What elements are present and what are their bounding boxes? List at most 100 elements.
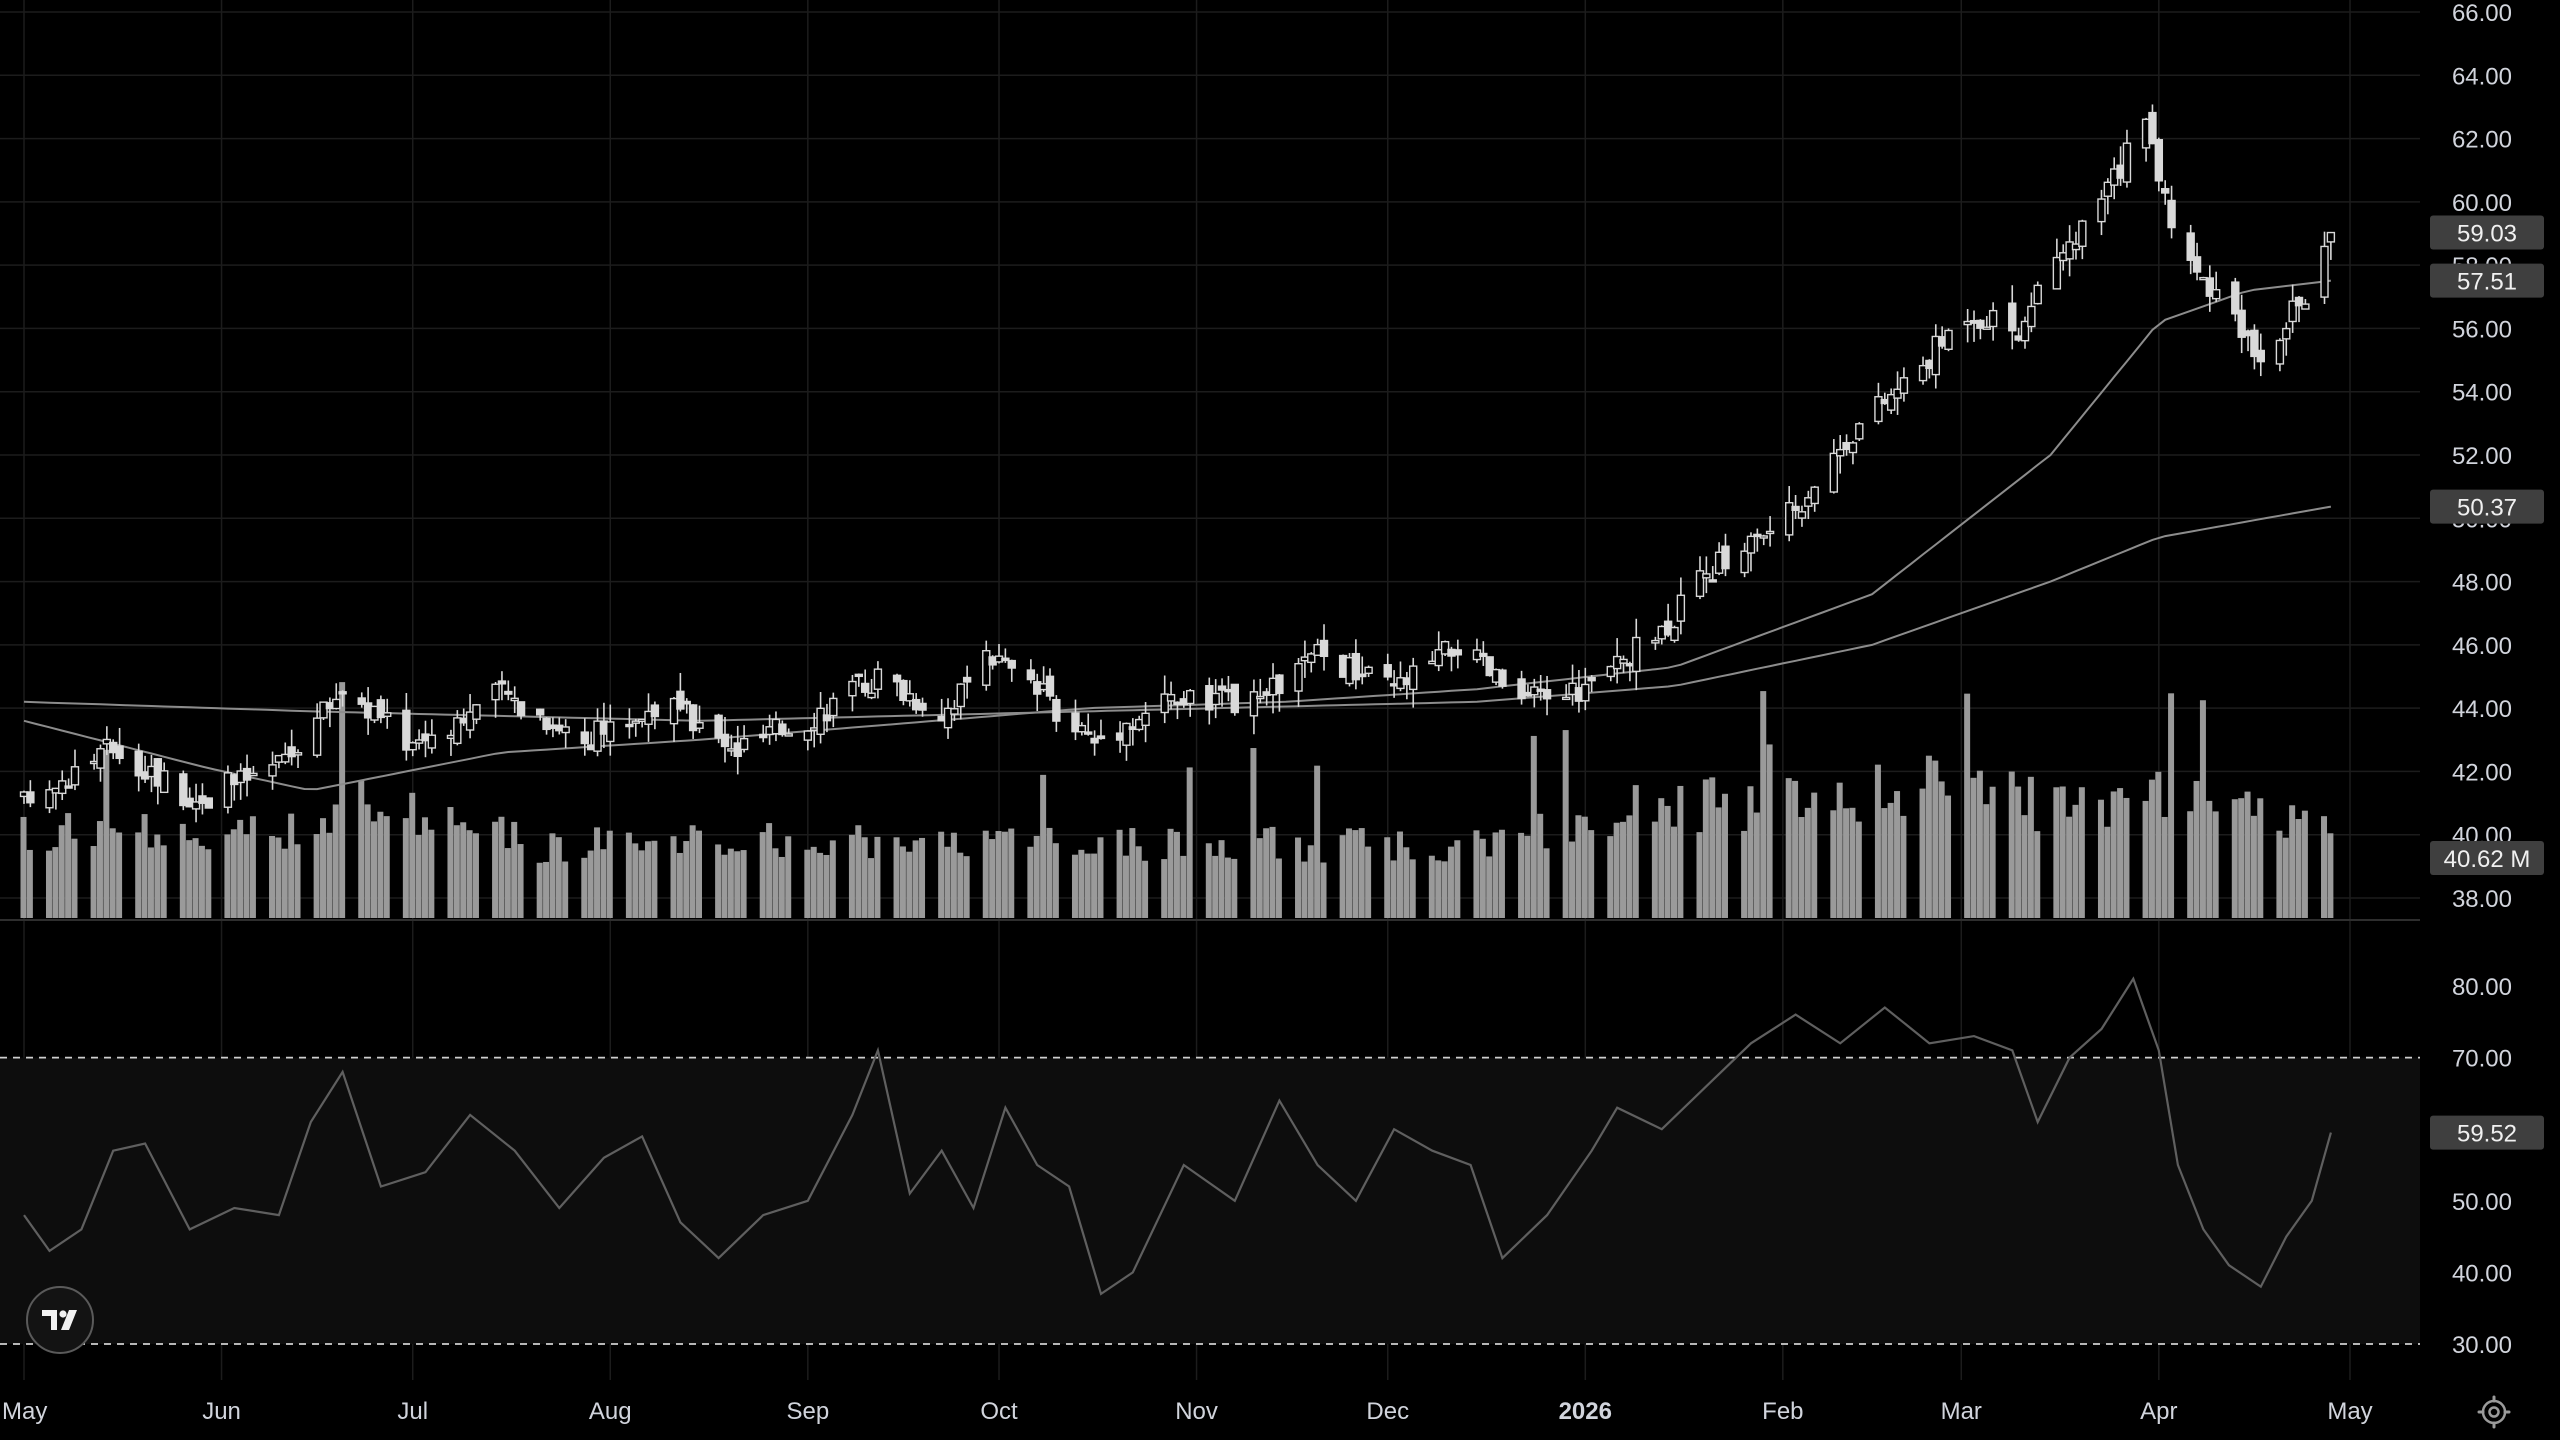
candle-body [134, 750, 143, 777]
rsi-tick-label: 70.00 [2452, 1046, 2512, 1073]
month-tick-label: Feb [1762, 1398, 1803, 1425]
volume-badge: 40.62 M [2430, 841, 2544, 875]
candle-body [1759, 535, 1768, 539]
candle-body [516, 701, 526, 717]
candle-body [376, 699, 386, 719]
candle-body [943, 707, 953, 729]
ma200-line [23, 505, 2332, 722]
volume-bar [1142, 860, 1149, 918]
volume-bar [982, 830, 989, 918]
volume-bar [2187, 811, 2194, 918]
candle-body [2192, 256, 2202, 273]
settings-button[interactable] [2474, 1392, 2514, 1432]
candle-body [1256, 695, 1265, 700]
candle-body [905, 693, 914, 702]
candle-body [497, 680, 507, 685]
candle-body [102, 738, 112, 745]
candle-body [1383, 664, 1392, 678]
volume-bar [606, 830, 613, 918]
candle-body [1632, 636, 1641, 673]
volume-bar [1747, 786, 1754, 918]
candle-body [510, 697, 519, 702]
volume-bar [989, 839, 996, 918]
volume-bar [1116, 829, 1123, 918]
volume-bar [695, 830, 702, 918]
volume-bar [581, 857, 588, 918]
candle-body [1670, 626, 1679, 642]
volume-bar [1352, 830, 1359, 918]
volume-bar [492, 821, 499, 918]
volume-bar [1632, 785, 1639, 918]
volume-bar [288, 813, 295, 918]
ma200-badge-text: 50.37 [2457, 495, 2517, 522]
volume-bar [950, 832, 957, 918]
candle-body [1874, 396, 1883, 423]
volume-bar [810, 846, 817, 918]
candle-body [312, 717, 322, 756]
volume-bar [919, 837, 926, 918]
candle-body [695, 721, 704, 729]
candle-body [1848, 442, 1858, 454]
volume-bar [198, 845, 205, 918]
candle-body [1797, 511, 1807, 519]
candle-body [1211, 692, 1220, 706]
candle-body [2320, 245, 2329, 298]
volume-bar [504, 848, 511, 918]
volume-bar [1671, 826, 1678, 918]
price-candles [19, 104, 2336, 823]
volume-bar [447, 807, 454, 918]
candle-body [1077, 724, 1087, 733]
volume-bar [1537, 813, 1544, 918]
candle-body [1319, 639, 1329, 658]
rsi-indicator [23, 976, 2332, 1296]
candle-body [2103, 181, 2113, 197]
volume-bar [2295, 818, 2302, 918]
price-tick-label: 62.00 [2452, 127, 2512, 154]
volume-bar [58, 825, 65, 918]
volume-bar [402, 818, 409, 918]
volume-bar [683, 841, 690, 918]
month-tick-label: Jun [202, 1398, 241, 1425]
volume-bar [205, 849, 212, 918]
candle-body [784, 733, 793, 737]
price-tick-label: 52.00 [2452, 443, 2512, 470]
candle-body [848, 680, 857, 697]
volume-bar [45, 850, 52, 918]
volume-bar [1001, 831, 1008, 918]
tradingview-logo-glyph [42, 1310, 77, 1330]
volume-bar [1390, 860, 1397, 918]
candle-body [2237, 309, 2246, 338]
volume-bar [727, 848, 734, 918]
tradingview-logo-icon[interactable] [26, 1286, 94, 1354]
volume-bar [1753, 812, 1760, 918]
volume-bar [1167, 828, 1174, 918]
rsi-badge-text: 59.52 [2457, 1121, 2517, 1148]
volume-bar [861, 837, 868, 918]
candle-body [287, 746, 296, 758]
volume-bar [1122, 855, 1129, 918]
volume-bar [1479, 838, 1486, 918]
volume-bar [772, 848, 779, 918]
volume-bar [96, 821, 103, 918]
candle-body [1931, 335, 1940, 376]
candle-body [64, 785, 73, 789]
volume-bar [829, 840, 836, 918]
volume-bar [1384, 837, 1391, 918]
price-tick-label: 66.00 [2452, 0, 2512, 27]
volume-bar [536, 862, 543, 918]
volume-bar [2199, 700, 2206, 918]
rsi-tick-label: 80.00 [2452, 974, 2512, 1001]
ma200-badge-bg [2430, 489, 2544, 524]
volume-bar [320, 818, 327, 918]
candle-body [1440, 640, 1450, 655]
volume-bar [2193, 780, 2200, 918]
volume-bar [2327, 833, 2334, 918]
volume-bar [109, 828, 116, 918]
candle-body [1708, 579, 1717, 583]
volume-bar [1409, 859, 1416, 918]
candle-body [625, 723, 634, 728]
value-badges: 59.03 57.51 50.37 40.62 M 59.52 [2430, 215, 2544, 1150]
candle-body [2020, 320, 2030, 342]
ma200-badge: 50.37 [2430, 489, 2544, 524]
